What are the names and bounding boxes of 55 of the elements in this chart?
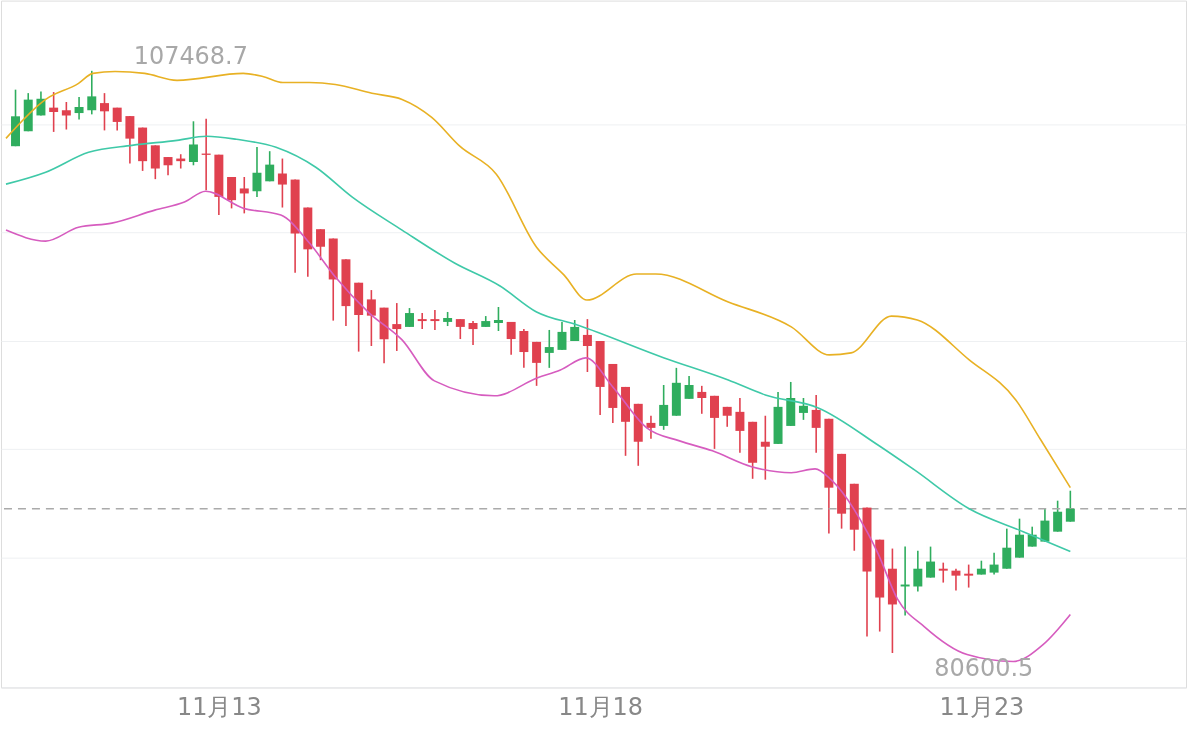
candlestick bbox=[964, 563, 974, 589]
candlestick bbox=[1053, 499, 1063, 533]
candlestick bbox=[951, 567, 961, 592]
candlestick bbox=[455, 318, 465, 340]
candlestick bbox=[938, 561, 948, 584]
candlestick bbox=[252, 146, 262, 198]
candlestick bbox=[697, 385, 707, 415]
candlestick bbox=[74, 96, 84, 121]
candlestick bbox=[659, 384, 669, 431]
candlestick bbox=[49, 91, 59, 133]
candlestick bbox=[392, 302, 402, 352]
candlestick bbox=[430, 309, 440, 331]
candlestick bbox=[646, 414, 656, 440]
candlestick bbox=[913, 549, 923, 593]
annotation: 80600.5 bbox=[934, 653, 1034, 682]
candlestick bbox=[125, 115, 135, 165]
candlestick bbox=[544, 329, 554, 369]
annotation: 107468.7 bbox=[133, 41, 248, 70]
candlestick bbox=[188, 120, 198, 167]
candlestick bbox=[582, 318, 592, 373]
candlestick bbox=[265, 150, 275, 183]
candlestick bbox=[798, 397, 808, 421]
candlestick bbox=[417, 312, 427, 330]
candlestick bbox=[163, 156, 173, 177]
candlestick bbox=[99, 92, 109, 132]
x-tick-label: 11月18 bbox=[558, 692, 644, 721]
candlestick bbox=[710, 395, 719, 450]
candlestick bbox=[926, 545, 936, 579]
candlestick bbox=[405, 307, 414, 328]
candlestick bbox=[316, 228, 326, 261]
candlestick bbox=[366, 289, 376, 347]
candlestick bbox=[532, 341, 542, 387]
candlestick bbox=[811, 394, 821, 454]
candlestick bbox=[150, 144, 160, 180]
candlestick bbox=[468, 320, 478, 346]
candlestick bbox=[1040, 507, 1050, 543]
candlestick bbox=[1027, 525, 1037, 548]
candlestick bbox=[1065, 489, 1075, 523]
candlestick bbox=[760, 414, 770, 481]
candlestick bbox=[506, 321, 516, 356]
candlestick bbox=[61, 101, 71, 131]
candlestick bbox=[989, 551, 999, 576]
x-tick-label: 11月23 bbox=[939, 692, 1025, 721]
candlestick bbox=[277, 157, 287, 209]
candlestick bbox=[570, 319, 580, 342]
candlestick bbox=[684, 375, 694, 400]
candlestick bbox=[735, 397, 745, 454]
candlestick bbox=[87, 70, 97, 116]
candlestick bbox=[227, 176, 237, 210]
candlestick bbox=[1002, 527, 1012, 570]
candlestick bbox=[519, 328, 529, 369]
candlestick bbox=[493, 306, 503, 332]
candlestick bbox=[239, 176, 249, 215]
x-tick-label: 11月13 bbox=[176, 692, 262, 721]
candlestick bbox=[1015, 517, 1024, 559]
